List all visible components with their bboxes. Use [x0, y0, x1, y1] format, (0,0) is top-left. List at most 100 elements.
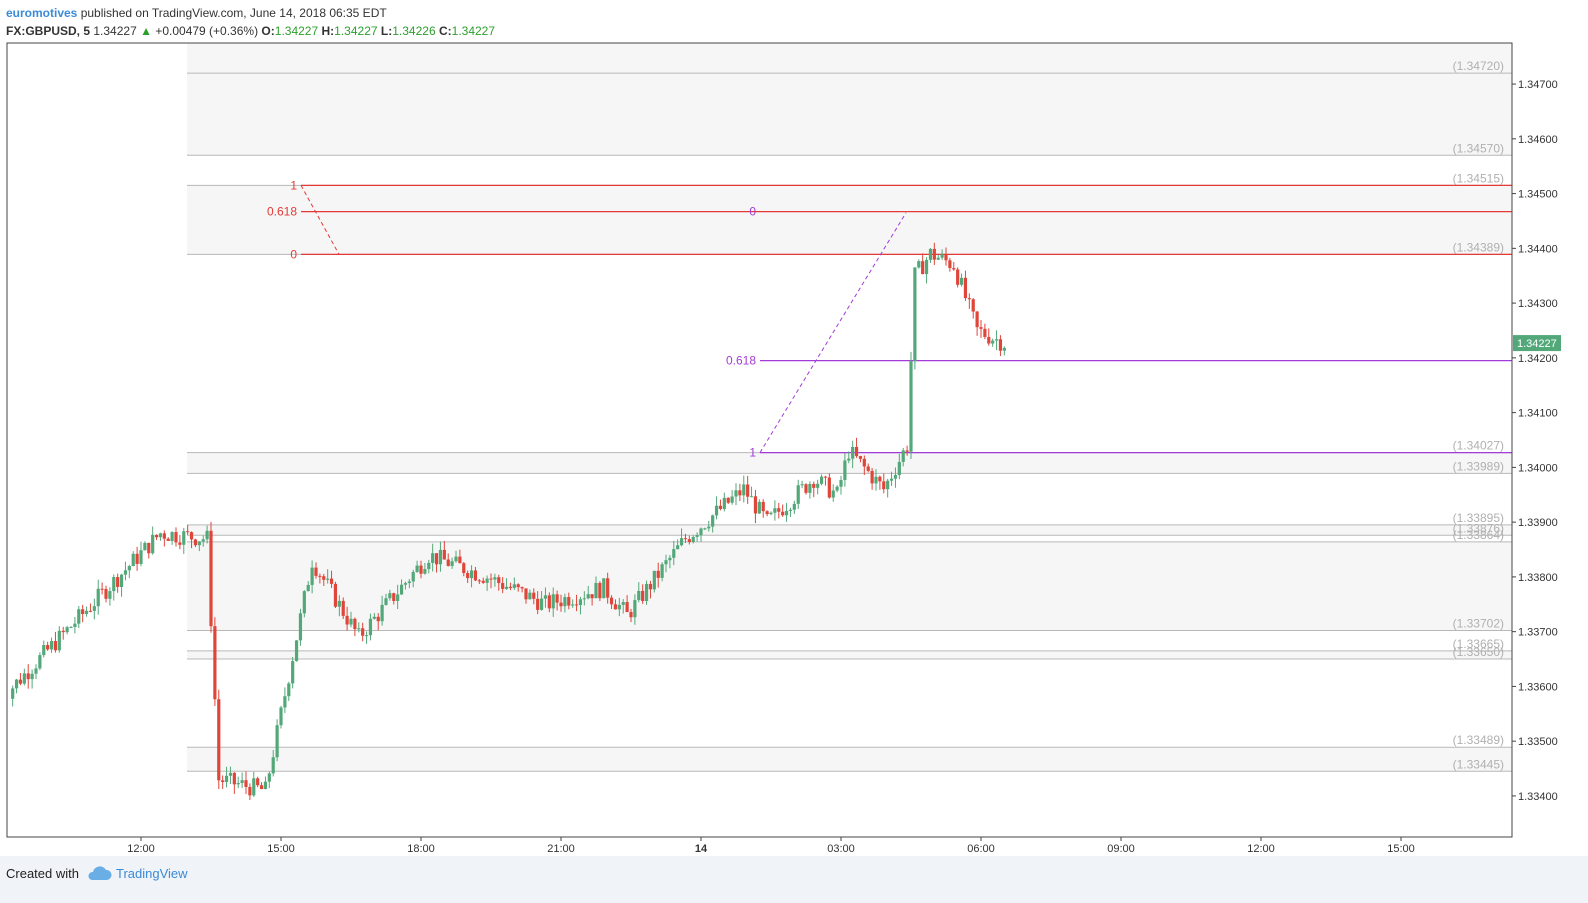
candle-body [963, 277, 968, 299]
tradingview-cloud-icon[interactable] [86, 866, 112, 882]
candle-body [100, 588, 104, 590]
candle-body [676, 545, 680, 550]
candle-body [567, 597, 571, 606]
candle-body [434, 553, 439, 565]
candle-body [232, 772, 236, 785]
candle-body [217, 699, 221, 781]
candle-body [897, 461, 901, 476]
candle-body [18, 679, 23, 684]
candle-body [804, 484, 808, 493]
candle-body [508, 586, 513, 588]
y-tick-label: 1.33500 [1518, 736, 1558, 748]
candle-body [279, 707, 283, 726]
candle-body [34, 668, 38, 674]
candle-body [901, 450, 905, 462]
candle-body [504, 586, 509, 589]
candle-body [889, 478, 894, 481]
candle-body [578, 599, 583, 606]
tradingview-link[interactable]: TradingView [116, 866, 188, 881]
x-tick-label: 03:00 [827, 843, 855, 855]
candle-body [182, 531, 186, 545]
candle-body [866, 466, 870, 471]
candle-body [306, 584, 310, 592]
candle-body [1002, 347, 1006, 351]
candle-body [781, 511, 785, 516]
level-label: (1.33445) [1453, 757, 1504, 771]
candle-body [784, 510, 789, 516]
candle-body [862, 458, 866, 467]
candle-body [808, 483, 812, 493]
x-tick-label: 15:00 [267, 843, 295, 855]
candle-body [726, 497, 730, 503]
level-label: (1.34027) [1453, 439, 1504, 453]
candle-body [792, 503, 796, 510]
candle-body [244, 780, 248, 787]
candle-body [326, 578, 330, 580]
candle-body [248, 786, 252, 796]
candle-body [61, 630, 65, 633]
candle-body [38, 655, 42, 669]
candle-body [174, 532, 178, 543]
candle-body [753, 496, 758, 514]
y-tick-label: 1.34100 [1518, 408, 1558, 420]
candle-body [559, 602, 563, 607]
candle-body [516, 584, 520, 588]
price-chart[interactable]: (1.34720) (1.34570) (1.34515) (1.34389) (1.3… [0, 0, 1588, 856]
x-tick-label: 12:00 [1247, 843, 1275, 855]
fib-purple-label: 1 [749, 446, 756, 460]
candle-body [854, 446, 859, 457]
candle-body [909, 361, 913, 452]
fib-red-label: 1 [290, 178, 297, 192]
candle-body [147, 542, 151, 554]
level-band [187, 541, 1512, 631]
candle-body [870, 470, 874, 484]
candle-body [256, 778, 260, 786]
level-band [187, 650, 1512, 660]
candle-body [318, 575, 322, 577]
candle-body [928, 248, 933, 260]
fib-red-trend [300, 185, 340, 255]
candle-body [959, 277, 964, 285]
candle-body [415, 565, 419, 572]
time-axis[interactable]: 12:00 15:00 18:00 21:00 14 03:00 06:00 09:00 12:… [127, 837, 1415, 855]
candle-body [193, 539, 198, 546]
candle-body [816, 483, 820, 488]
candle-body [151, 534, 155, 554]
level-bands [187, 43, 1512, 772]
candle-body [835, 486, 839, 491]
level-band [187, 185, 1512, 255]
candle-body [827, 477, 831, 498]
candle-body [291, 661, 295, 684]
candle-body [209, 530, 213, 627]
price-tag-bg [1513, 335, 1561, 352]
price-axis[interactable]: 1.34700 1.34600 1.34500 1.34400 1.34300 1.342… [1512, 79, 1558, 803]
candle-body [617, 604, 621, 610]
candle-body [924, 259, 929, 275]
high-value: 1.34227 [334, 24, 378, 38]
candle-body [773, 508, 777, 513]
candle-body [998, 339, 1003, 351]
candle-body [197, 541, 201, 546]
candle-body [555, 594, 559, 603]
author-link[interactable]: euromotives [6, 6, 78, 20]
candle-body [489, 578, 493, 580]
candle-body [127, 566, 131, 571]
y-tick-label: 1.34200 [1518, 353, 1558, 365]
candle-body [839, 479, 843, 487]
candle-body [368, 618, 373, 636]
level-band [187, 747, 1512, 772]
candle-body [971, 299, 975, 312]
candle-body [154, 534, 159, 538]
price-tag-label: 1.34227 [1517, 338, 1557, 350]
candle-body [652, 570, 656, 590]
candle-body [224, 775, 229, 783]
candle-body [158, 533, 163, 538]
candle-body [532, 592, 536, 599]
candle-body [333, 583, 338, 607]
y-tick-label: 1.34000 [1518, 462, 1558, 474]
candle-body [69, 627, 73, 629]
candle-body [30, 673, 34, 680]
candle-body [582, 598, 586, 600]
fib-red-label: 0 [290, 247, 297, 261]
last-price-tag: 1.34227 [1513, 335, 1561, 352]
